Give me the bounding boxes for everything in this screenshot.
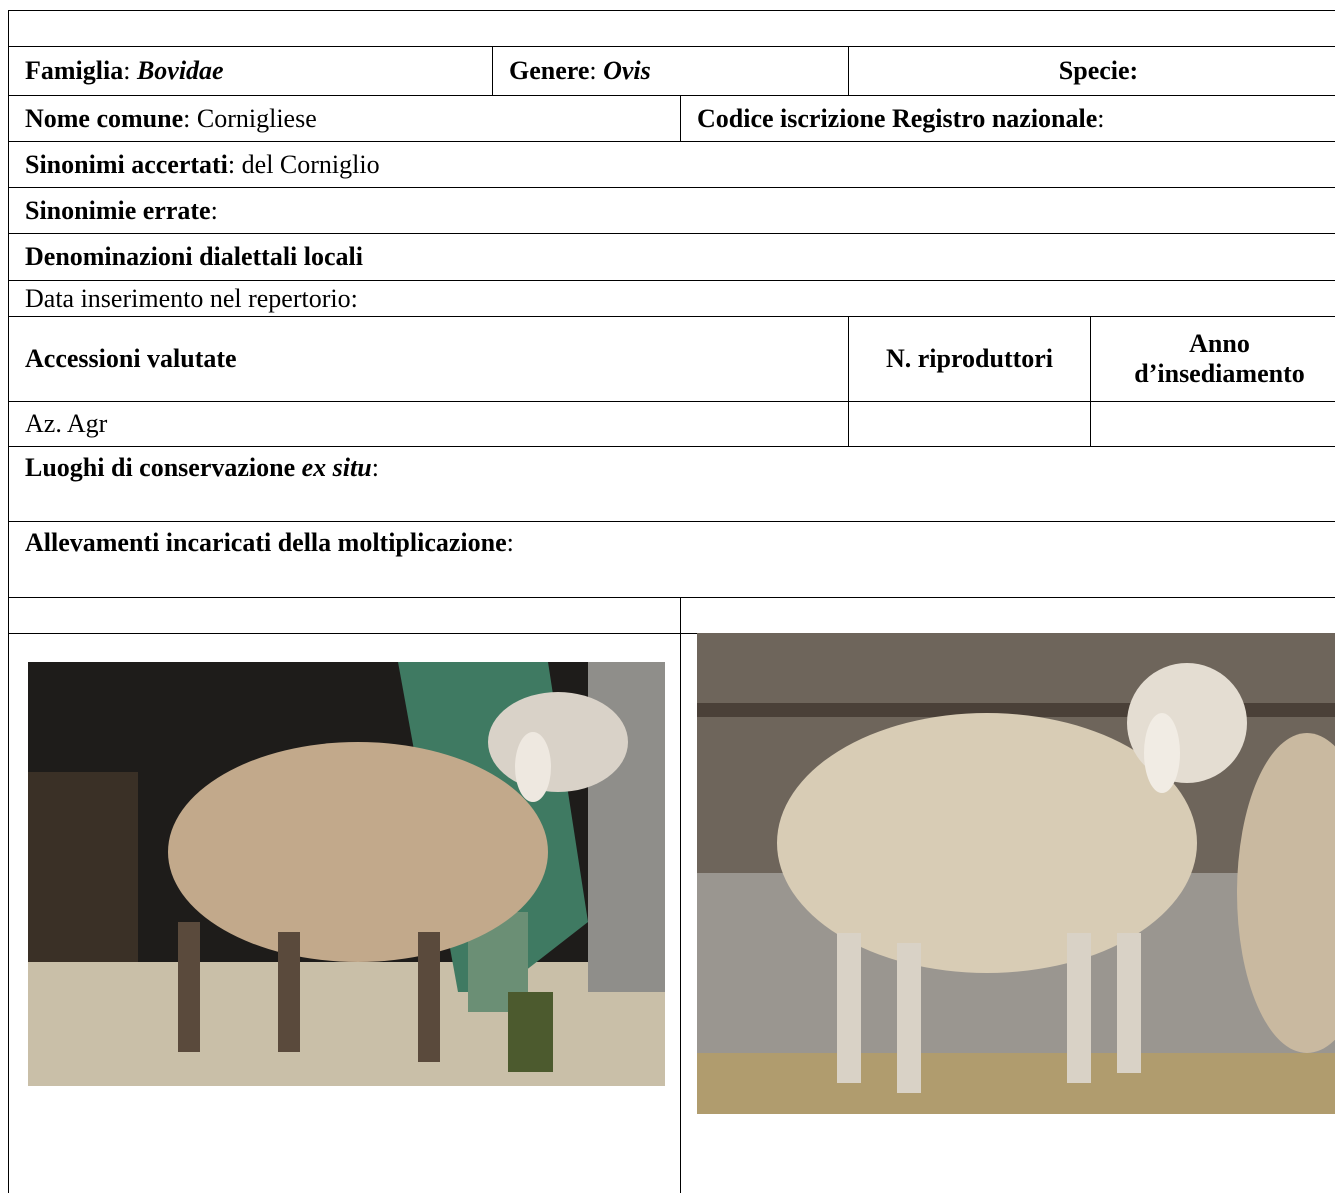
header: N. riproduttori [885,344,1054,373]
value: Cornigliese [196,103,317,133]
sep: : [227,149,242,179]
value: Bovidae [136,56,224,85]
photo-cell [8,633,680,1193]
sep: : [183,103,197,133]
year-header: Anno d’insediamento [1090,316,1335,401]
empty-cell [8,597,680,633]
header: Anno d’insediamento [1134,329,1305,388]
confirmed-synonyms-cell: Sinonimi accertati: del Corniglio [8,141,1335,187]
value: Ovis [603,56,651,85]
empty-cell [1090,401,1335,446]
accession-cell: Az. Agr [8,401,848,446]
sep: : [589,56,604,85]
label: Sinonimi accertati [25,149,228,179]
label: Luoghi di conservazione [25,453,302,482]
registry-code-cell: Codice iscrizione Registro nazionale: [680,95,1335,141]
sep: : [1097,103,1105,133]
ex-situ-cell: Luoghi di conservazione ex situ: [8,446,1335,521]
dialect-names-cell: Denominazioni dialettali locali [8,233,1335,280]
label: Codice iscrizione Registro nazionale [697,103,1098,133]
label: Famiglia [25,56,124,85]
photo [697,633,1335,1114]
label: Sinonimie errate [25,195,211,225]
breeders-count-header: N. riproduttori [848,316,1090,401]
value: del Corniglio [241,149,380,179]
entry-date-cell: Data inserimento nel repertorio: [8,280,1335,316]
empty-row [8,10,1335,46]
label: Data inserimento nel repertorio: [25,283,358,313]
empty-cell [848,401,1090,446]
sep: : [371,453,379,482]
accessions-header: Accessioni valutate [8,316,848,401]
breeders-cell: Allevamenti incaricati della moltiplicaz… [8,521,1335,597]
species-cell: Specie: [848,46,1335,95]
family-cell: Famiglia: Bovidae [8,46,492,95]
sep: : [506,528,514,557]
label: Specie: [1058,56,1139,85]
photo [28,662,665,1086]
genus-cell: Genere: Ovis [492,46,848,95]
common-name-cell: Nome comune: Cornigliese [8,95,680,141]
value: Az. Agr [25,409,108,438]
empty-cell [680,597,1335,633]
header: Accessioni valutate [25,344,237,373]
label: Nome comune [25,103,184,133]
sep: : [210,195,218,225]
sep: : [123,56,137,85]
label-italic: ex situ [301,453,372,482]
label: Allevamenti incaricati della moltiplicaz… [25,528,507,557]
label: Denominazioni dialettali locali [25,242,363,271]
label: Genere [509,56,590,85]
wrong-synonyms-cell: Sinonimie errate: [8,187,1335,233]
